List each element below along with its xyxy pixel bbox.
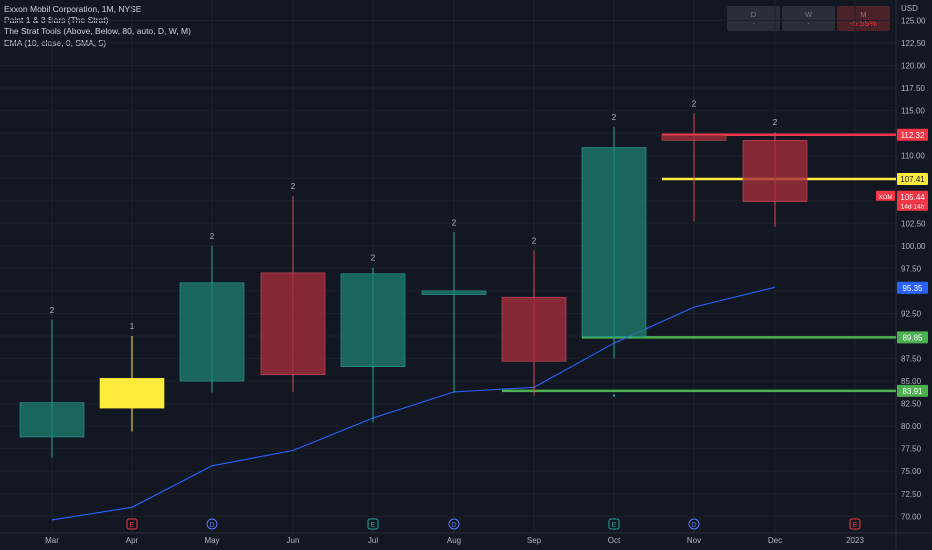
strat-bar-label: 2 bbox=[50, 306, 55, 315]
strat-bar-label: 1 bbox=[130, 322, 135, 331]
candle-body bbox=[19, 402, 85, 438]
last-price-tag bbox=[897, 190, 928, 211]
countdown-label: 14d 14h bbox=[901, 203, 925, 210]
timeframe-monthly-value: -5.55% bbox=[850, 17, 877, 28]
ema-price-label: 95.35 bbox=[902, 284, 923, 293]
level-price-label: 89.85 bbox=[902, 333, 923, 342]
indicator-strat-tools[interactable]: The Strat Tools (Above, Below, 80, auto,… bbox=[4, 26, 191, 37]
y-tick-label: 125.00 bbox=[901, 16, 926, 25]
y-tick-label: 120.00 bbox=[901, 62, 926, 71]
y-tick-label: 100.00 bbox=[901, 242, 926, 251]
level-price-tag bbox=[897, 331, 928, 344]
y-tick-label: 77.50 bbox=[901, 445, 922, 454]
ema-price-tag bbox=[897, 281, 928, 294]
strat-bar-label: 2 bbox=[371, 253, 376, 262]
level-price-label: 107.41 bbox=[900, 175, 925, 184]
dividend-icon bbox=[688, 518, 700, 530]
y-tick-label: 97.50 bbox=[901, 264, 922, 273]
x-tick-label: 2023 bbox=[846, 536, 864, 545]
timeframe-weekly-label: W bbox=[804, 9, 813, 19]
y-tick-label: 87.50 bbox=[901, 355, 922, 364]
y-tick-label: 122.50 bbox=[901, 39, 926, 48]
candle-body bbox=[340, 273, 406, 367]
earnings-icon bbox=[367, 518, 379, 530]
y-tick-label: 102.50 bbox=[901, 219, 926, 228]
x-tick-label: Oct bbox=[608, 536, 621, 545]
candle-body bbox=[581, 147, 647, 338]
event-letter: D bbox=[209, 522, 214, 529]
y-tick-label: 70.00 bbox=[901, 512, 922, 521]
event-letter: E bbox=[612, 522, 617, 529]
signal-marker bbox=[613, 394, 615, 397]
y-tick-label: 85.00 bbox=[901, 377, 922, 386]
strat-bar-label: 2 bbox=[692, 99, 697, 108]
level-price-label: 83.91 bbox=[902, 387, 923, 396]
x-tick-label: Apr bbox=[126, 536, 139, 545]
dividend-icon bbox=[448, 518, 460, 530]
strat-bar-label: 2 bbox=[532, 236, 537, 245]
candle-body bbox=[661, 134, 727, 141]
candle-body bbox=[260, 272, 326, 376]
earnings-icon bbox=[126, 518, 138, 530]
dividend-icon bbox=[206, 518, 218, 530]
level-price-tag bbox=[897, 173, 928, 186]
level-price-tag bbox=[897, 384, 928, 397]
timeframe-weekly[interactable]: W - bbox=[782, 6, 835, 31]
currency-label: USD bbox=[901, 4, 918, 13]
strat-bar-label: 2 bbox=[773, 118, 778, 127]
y-tick-label: 110.00 bbox=[901, 152, 925, 161]
ema-line bbox=[51, 286, 776, 521]
timeframe-monthly-label: M bbox=[860, 9, 867, 19]
event-letter: D bbox=[691, 522, 696, 529]
symbol-tag-label: XOM bbox=[879, 195, 893, 201]
candle-body bbox=[99, 378, 165, 409]
x-tick-label: May bbox=[204, 536, 219, 545]
event-letter: E bbox=[130, 522, 135, 529]
x-tick-label: Sep bbox=[527, 536, 542, 545]
level-price-label: 112.32 bbox=[901, 131, 925, 140]
y-tick-label: 82.50 bbox=[901, 400, 922, 409]
earnings-icon bbox=[608, 518, 620, 530]
strat-bar-label: 2 bbox=[452, 218, 457, 227]
candle-body bbox=[501, 296, 567, 362]
y-tick-label: 72.50 bbox=[901, 490, 922, 499]
candle-body bbox=[179, 282, 245, 382]
strat-bar-label: 2 bbox=[291, 182, 296, 191]
y-tick-label: 92.50 bbox=[901, 309, 922, 318]
strat-bar-label: 2 bbox=[210, 232, 215, 241]
timeframe-weekly-value: - bbox=[807, 18, 810, 28]
y-tick-label: 75.00 bbox=[901, 467, 922, 476]
event-letter: E bbox=[371, 522, 376, 529]
timeframe-continuity-panel: D - W - M -5.55% bbox=[727, 6, 890, 31]
event-letter: E bbox=[853, 522, 858, 529]
symbol-title[interactable]: Exxon Mobil Corporation, 1M, NYSE bbox=[4, 4, 142, 14]
timeframe-monthly[interactable]: M -5.55% bbox=[837, 6, 890, 31]
x-tick-label: Nov bbox=[687, 536, 701, 545]
strat-bar-label: 2 bbox=[612, 113, 617, 122]
earnings-icon bbox=[849, 518, 861, 530]
x-tick-label: Aug bbox=[447, 536, 461, 545]
y-tick-label: 117.50 bbox=[901, 84, 925, 93]
last-price-label: 105.44 bbox=[900, 193, 925, 202]
x-tick-label: Jun bbox=[287, 536, 300, 545]
symbol-tag bbox=[876, 190, 895, 201]
timeframe-daily[interactable]: D - bbox=[727, 6, 780, 31]
x-tick-label: Dec bbox=[768, 536, 782, 545]
level-price-tag bbox=[897, 128, 928, 141]
y-tick-label: 80.00 bbox=[901, 422, 922, 431]
timeframe-daily-value: - bbox=[752, 18, 755, 28]
y-tick-label: 115.00 bbox=[901, 107, 925, 116]
timeframe-daily-label: D bbox=[750, 9, 757, 19]
candle-body bbox=[742, 140, 808, 202]
x-tick-label: Jul bbox=[368, 536, 378, 545]
x-tick-label: Mar bbox=[45, 536, 59, 545]
event-letter: D bbox=[451, 522, 456, 529]
candle-body bbox=[421, 290, 487, 295]
